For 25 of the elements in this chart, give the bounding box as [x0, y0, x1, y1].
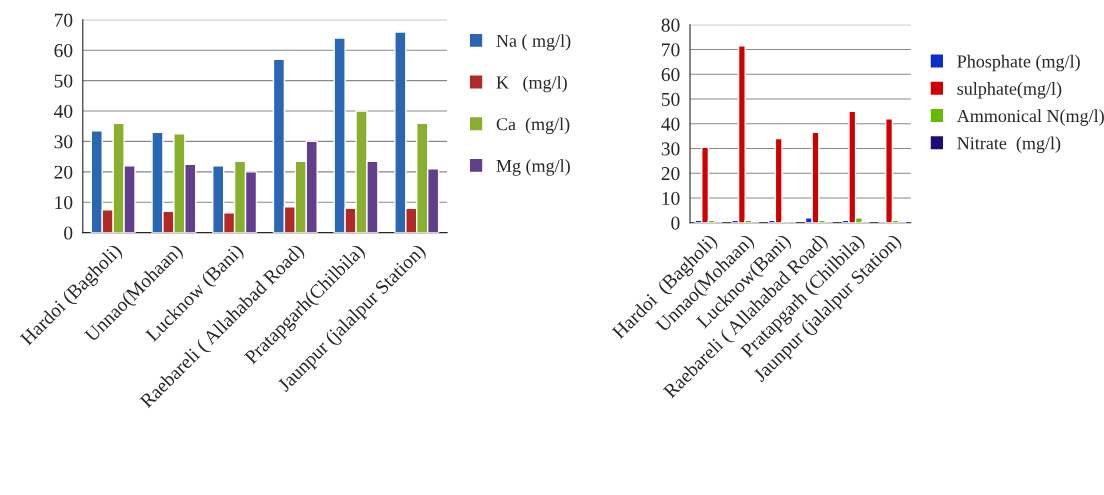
- legend-label: Mg (mg/l): [496, 159, 570, 176]
- y-tick-label: 80: [661, 18, 680, 32]
- y-tick-label: 10: [55, 196, 73, 210]
- y-tick-label: 30: [54, 135, 73, 149]
- legend-label: Ammonical N(mg/l): [956, 109, 1104, 126]
- legend-label: Phosphate (mg/l): [957, 54, 1080, 72]
- y-tick-label: 40: [661, 117, 680, 131]
- y-tick-label: 50: [54, 74, 73, 88]
- y-tick-label: 20: [54, 165, 73, 179]
- y-tick-label: 70: [662, 43, 680, 57]
- y-tick-label: 50: [661, 92, 680, 106]
- legend-label: sulphate(mg/l): [957, 82, 1062, 99]
- y-tick-label: 40: [54, 104, 73, 118]
- y-tick-label: 0: [64, 226, 73, 240]
- y-tick-label: 30: [661, 142, 680, 156]
- y-tick-label: 10: [662, 191, 680, 205]
- y-tick-label: 70: [54, 13, 73, 27]
- legend-label: Ca (mg/l): [496, 117, 570, 134]
- y-tick-label: 60: [661, 68, 680, 82]
- y-tick-label: 60: [54, 44, 73, 58]
- y-tick-label: 20: [661, 167, 680, 181]
- legend-label: Nitrate (mg/l): [957, 136, 1061, 154]
- legend-label: Na ( mg/l): [496, 34, 571, 51]
- legend-label: K (mg/l): [496, 75, 567, 93]
- y-tick-label: 0: [671, 216, 680, 230]
